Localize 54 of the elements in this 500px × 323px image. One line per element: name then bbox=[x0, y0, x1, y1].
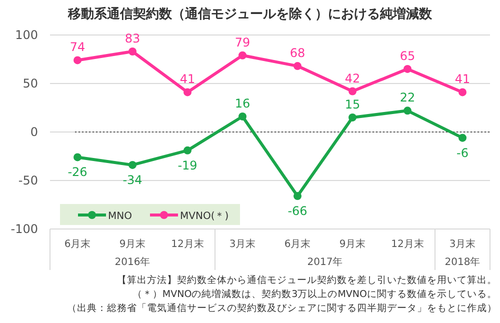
point bbox=[294, 192, 302, 200]
point bbox=[458, 88, 466, 96]
point bbox=[184, 88, 192, 96]
legend-label: MNO bbox=[108, 211, 132, 222]
point bbox=[238, 51, 246, 60]
legend-label: MVNO(＊) bbox=[180, 211, 229, 222]
point bbox=[128, 47, 136, 56]
y-tick-label: 0 bbox=[30, 125, 38, 139]
text: 【算出方法】契約数全体から通信モジュール契約数を差し引いた数値を用いて算出。 bbox=[117, 274, 497, 286]
point bbox=[458, 134, 466, 142]
text: （出典：総務省「電気通信サービスの契約数及びシェアに関する四半期データ」をもとに作成） bbox=[67, 302, 497, 314]
data-label: 15 bbox=[344, 97, 360, 112]
point bbox=[238, 112, 246, 120]
data-label: 41 bbox=[180, 72, 196, 86]
point bbox=[74, 153, 82, 162]
x-tick-label: 6月末 bbox=[284, 238, 311, 250]
data-label: -6 bbox=[456, 146, 468, 160]
x-tick-label: 3月末 bbox=[229, 238, 256, 250]
point bbox=[128, 160, 136, 169]
chart-title: 移動系通信契約数（通信モジュールを除く）における純増減数 bbox=[67, 6, 433, 22]
data-label: 42 bbox=[344, 71, 360, 86]
data-label: 68 bbox=[290, 46, 306, 60]
data-label: -34 bbox=[122, 172, 142, 187]
data-label: 79 bbox=[234, 35, 250, 50]
data-label: 74 bbox=[70, 40, 86, 54]
x-tick-label: 3月末 bbox=[449, 238, 476, 250]
y-tick-label: 50 bbox=[22, 76, 38, 90]
point bbox=[348, 87, 356, 96]
point bbox=[294, 62, 302, 70]
data-label: -26 bbox=[68, 165, 88, 180]
data-label: 65 bbox=[400, 48, 416, 63]
point bbox=[184, 146, 192, 154]
data-label: 16 bbox=[234, 96, 250, 110]
text: 2016年 bbox=[114, 256, 150, 268]
point bbox=[74, 56, 82, 64]
point bbox=[348, 113, 356, 122]
x-tick-label: 9月末 bbox=[119, 238, 146, 250]
data-label: -19 bbox=[178, 158, 198, 172]
x-tick-label: 12月末 bbox=[391, 238, 424, 250]
data-label: 41 bbox=[454, 72, 470, 86]
point bbox=[404, 106, 412, 115]
point bbox=[404, 64, 412, 73]
y-tick-label: 100 bbox=[15, 28, 38, 42]
data-label: 22 bbox=[400, 90, 416, 105]
y-tick-label: -50 bbox=[18, 174, 38, 188]
x-tick-label: 12月末 bbox=[171, 238, 204, 250]
x-tick-label: 6月末 bbox=[64, 238, 91, 250]
text: 2018年 bbox=[444, 256, 480, 268]
y-tick-label: -100 bbox=[10, 222, 38, 236]
data-label: 83 bbox=[124, 31, 140, 46]
text: （＊）MVNOの純増減数は、契約数3万以上のMVNOに関する数値を示している。 bbox=[132, 288, 497, 300]
data-label: -66 bbox=[288, 204, 308, 218]
text: 2017年 bbox=[307, 256, 343, 268]
x-tick-label: 9月末 bbox=[339, 238, 366, 250]
